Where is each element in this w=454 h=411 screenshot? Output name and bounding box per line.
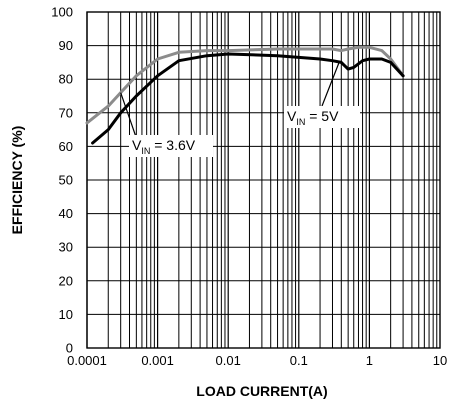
x-tick-label: 10 [433, 353, 447, 368]
x-tick-label: 1 [366, 353, 373, 368]
axes [86, 11, 441, 349]
y-tick-label: 90 [59, 38, 73, 53]
series-lines [85, 45, 405, 145]
x-tick-label: 0.1 [290, 353, 308, 368]
x-tick-label: 0.01 [216, 353, 241, 368]
y-axis-title: EFFICIENCY (%) [9, 126, 25, 235]
x-tick-label: 0.001 [141, 353, 174, 368]
annotation-leader-vin-5v [321, 60, 341, 107]
x-tick-label: 0.0001 [67, 353, 107, 368]
x-axis-title: LOAD CURRENT(A) [196, 383, 327, 399]
annotation-bg-vin-3-6v [129, 135, 213, 157]
annotation-subscript: IN [296, 117, 305, 127]
annotation-subscript: IN [141, 146, 150, 156]
y-tick-label: 70 [59, 105, 73, 120]
series-line-vin-5v [85, 45, 405, 125]
y-tick-label: 100 [51, 5, 73, 20]
plot-frame [86, 11, 441, 349]
y-tick-labels: 0 10 20 30 40 50 60 70 80 90 100 [51, 5, 73, 356]
annotation-value: = 5V [305, 108, 339, 124]
y-tick-label: 60 [59, 139, 73, 154]
annotation-leader-vin-3-6v [120, 92, 137, 138]
annotation-main: V [132, 137, 142, 153]
series-line-vin-3-6v [91, 52, 405, 145]
annotations: VIN = 3.6V VIN = 5V [120, 60, 360, 157]
y-tick-label: 0 [66, 341, 73, 356]
annotation-vin-3-6v: VIN = 3.6V [132, 137, 196, 156]
y-tick-label: 30 [59, 240, 73, 255]
y-tick-label: 40 [59, 206, 73, 221]
y-tick-label: 50 [59, 173, 73, 188]
x-tick-labels: 0.0001 0.001 0.01 0.1 1 10 [67, 353, 447, 368]
y-tick-label: 10 [59, 307, 73, 322]
annotation-bg-vin-5v [284, 106, 360, 128]
annotation-main: V [287, 108, 297, 124]
grid-lines [86, 11, 440, 349]
y-tick-label: 20 [59, 273, 73, 288]
annotation-value: = 3.6V [150, 137, 195, 153]
annotation-vin-5v: VIN = 5V [287, 108, 339, 127]
y-tick-label: 80 [59, 72, 73, 87]
